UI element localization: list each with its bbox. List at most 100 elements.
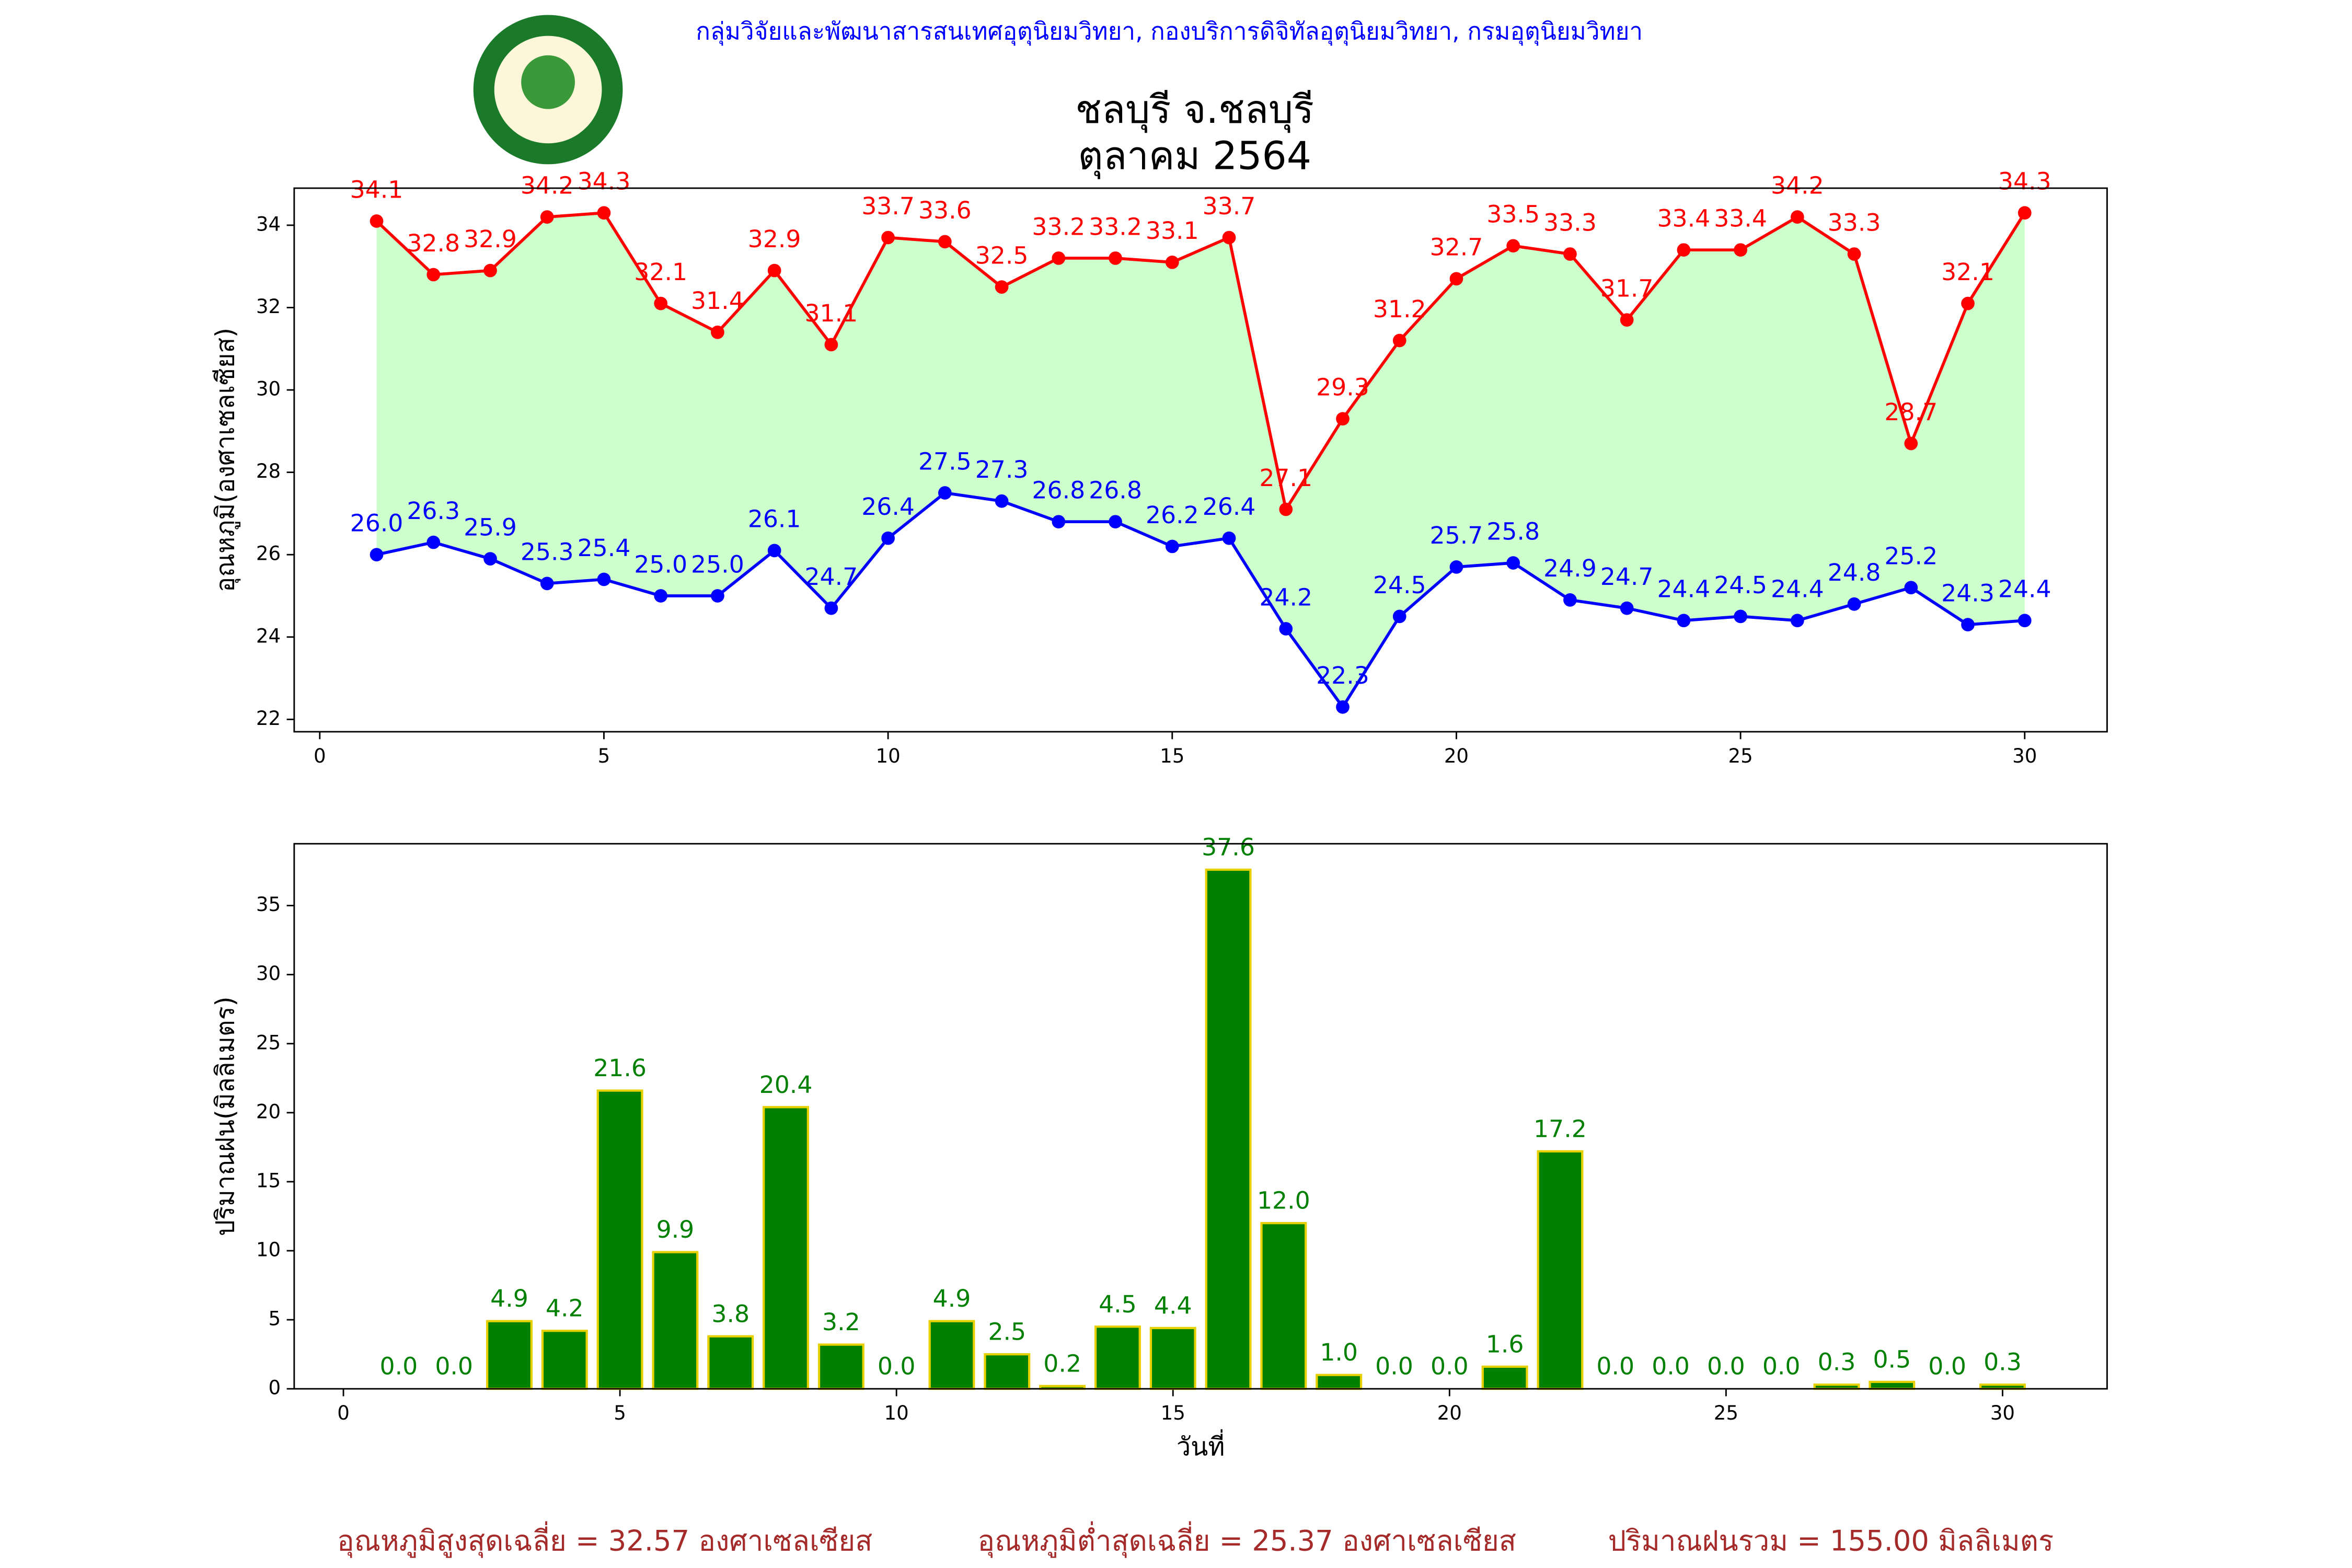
data-label: 26.1 [748, 505, 801, 533]
data-label: 33.7 [861, 192, 915, 220]
data-label: 24.4 [1657, 575, 1710, 603]
series-line [376, 491, 2025, 710]
data-label: 29.3 [1316, 374, 1369, 401]
point [1734, 609, 1747, 624]
y-tick-label: 34 [256, 213, 281, 235]
point [881, 230, 895, 245]
data-label: 1.6 [1486, 1330, 1524, 1358]
x-tick-label: 0 [337, 1402, 350, 1424]
data-label: 4.5 [1099, 1290, 1137, 1318]
point [711, 325, 724, 339]
data-label: 27.1 [1259, 464, 1312, 492]
point [1109, 515, 1122, 529]
data-label: 24.2 [1259, 583, 1312, 611]
y-tick-label: 25 [256, 1031, 281, 1054]
point [881, 531, 895, 545]
y-tick-label: 26 [256, 543, 281, 565]
point [1734, 243, 1747, 257]
point [767, 544, 781, 558]
point [1279, 622, 1293, 636]
data-label: 25.2 [1884, 543, 1938, 570]
bar [984, 1353, 1031, 1390]
bar [1094, 1325, 1141, 1390]
x-tick-label: 10 [875, 745, 900, 767]
series-line [375, 211, 2026, 514]
x-tick-label: 20 [1444, 745, 1469, 767]
data-label: 33.7 [1203, 192, 1256, 220]
y-tick-label: 22 [256, 707, 281, 730]
point [1392, 333, 1406, 348]
y-axis-label: ปริมาณฝน(มิลลิเมตร) [211, 996, 240, 1236]
point [540, 210, 554, 224]
x-tick-label: 25 [1728, 745, 1753, 767]
point [654, 589, 668, 603]
bar [652, 1251, 699, 1390]
data-label: 32.5 [975, 241, 1029, 269]
data-label: 2.5 [988, 1318, 1026, 1346]
data-label: 34.3 [578, 168, 631, 195]
y-tick-label: 5 [269, 1308, 281, 1330]
bar [1316, 1374, 1363, 1390]
y-tick-label: 20 [256, 1100, 281, 1123]
chart-title: ชลบุรี จ.ชลบุรี [1075, 87, 1314, 133]
data-label: 0.0 [1596, 1353, 1634, 1380]
data-label: 25.0 [634, 550, 687, 578]
point [1961, 618, 1975, 632]
data-label: 0.0 [380, 1353, 418, 1380]
point [1052, 515, 1066, 529]
y-axis-label: อุณหภูมิ(องศาเซลเซียส) [211, 328, 240, 592]
data-label: 24.4 [1998, 575, 2051, 603]
bar [486, 1320, 533, 1390]
point [426, 535, 441, 549]
data-label: 0.0 [435, 1353, 473, 1380]
point [597, 572, 611, 586]
data-label: 33.4 [1657, 205, 1710, 233]
x-tick-label: 30 [1990, 1402, 2015, 1424]
bar [1149, 1327, 1196, 1390]
data-label: 3.2 [822, 1308, 860, 1336]
bar [596, 1089, 643, 1390]
point [938, 486, 952, 500]
point [370, 214, 384, 228]
point [824, 338, 838, 352]
point [1222, 531, 1236, 545]
data-label: 0.0 [878, 1353, 916, 1380]
point [1109, 251, 1122, 265]
data-label: 32.9 [748, 225, 801, 253]
data-label: 0.5 [1873, 1345, 1911, 1373]
point [1847, 247, 1861, 261]
y-tick-label: 15 [256, 1169, 281, 1192]
data-label: 12.0 [1257, 1187, 1310, 1215]
data-label: 24.3 [1941, 580, 1994, 607]
data-label: 9.9 [656, 1216, 695, 1243]
bar [1537, 1150, 1584, 1390]
data-label: 33.5 [1486, 201, 1540, 228]
point [1506, 556, 1520, 570]
point [938, 235, 952, 249]
data-label: 31.4 [691, 287, 744, 315]
point [711, 589, 724, 603]
y-tick-label: 10 [256, 1238, 281, 1261]
data-label: 4.9 [933, 1285, 971, 1312]
point [1620, 313, 1634, 327]
point [1449, 272, 1463, 286]
point [1165, 255, 1179, 269]
point [483, 263, 497, 278]
footer-stat: อุณหภูมิต่ำสุดเฉลี่ย = 25.37 องศาเซลเซีย… [978, 1521, 1516, 1559]
data-label: 17.2 [1534, 1115, 1587, 1143]
data-label: 25.8 [1486, 517, 1540, 545]
point [2017, 614, 2032, 628]
data-label: 26.2 [1146, 501, 1199, 529]
data-label: 28.7 [1884, 398, 1938, 426]
point [1392, 609, 1406, 624]
point [597, 206, 611, 220]
data-label: 4.4 [1154, 1292, 1192, 1319]
data-label: 27.3 [975, 456, 1029, 483]
point [1165, 539, 1179, 554]
data-label: 26.8 [1089, 477, 1142, 504]
data-label: 21.6 [593, 1054, 647, 1082]
data-label: 24.9 [1543, 555, 1597, 582]
logo-figure [521, 55, 575, 109]
footer-stat: ปริมาณฝนรวม = 155.00 มิลลิเมตร [1608, 1525, 2054, 1558]
